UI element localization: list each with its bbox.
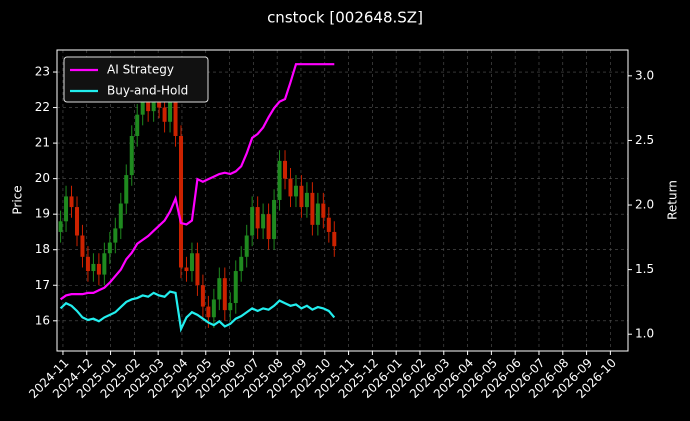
legend-box xyxy=(63,56,209,103)
y2-tick-label: 1.0 xyxy=(635,327,654,341)
candle-body xyxy=(332,231,337,247)
y-tick-label: 19 xyxy=(35,207,50,221)
candle-body xyxy=(107,242,112,254)
y-tick-label: 17 xyxy=(35,278,50,292)
candle-body xyxy=(168,100,173,122)
candle-body xyxy=(293,185,298,197)
y-tick-label: 16 xyxy=(35,313,50,327)
candle-body xyxy=(261,214,266,229)
candle-body xyxy=(58,221,63,232)
candle-body xyxy=(80,235,85,257)
candle-body xyxy=(272,199,277,240)
candle-body xyxy=(146,96,151,112)
candle-body xyxy=(244,235,249,257)
legend: AI Strategy Buy-and-Hold xyxy=(63,56,209,103)
plot-frame xyxy=(56,49,629,352)
candle-body xyxy=(135,114,140,136)
y-tick-label: 23 xyxy=(35,65,50,79)
legend-label: Buy-and-Hold xyxy=(107,84,188,98)
candle-body xyxy=(162,107,167,122)
y-tick-label: 21 xyxy=(35,136,50,150)
candle-body xyxy=(189,253,194,272)
candle-body xyxy=(211,299,216,318)
y2-tick-label: 2.0 xyxy=(635,198,654,212)
candle-body xyxy=(266,214,271,240)
legend-label: AI Strategy xyxy=(107,63,174,77)
y-tick-label: 22 xyxy=(35,100,50,114)
candle-body xyxy=(85,256,90,272)
candle-body xyxy=(228,303,233,311)
candle-body xyxy=(222,278,227,311)
candle-body xyxy=(310,192,315,225)
candle-body xyxy=(69,196,74,208)
candle-body xyxy=(326,217,331,232)
y-tick-label: 20 xyxy=(35,171,50,185)
y-axis-label: Price xyxy=(11,185,25,214)
candle-body xyxy=(140,96,145,115)
candle-body xyxy=(118,203,123,229)
candle-body xyxy=(299,185,304,208)
y-tick-label: 18 xyxy=(35,242,50,256)
y2-tick-label: 2.5 xyxy=(635,133,654,147)
candle-body xyxy=(304,192,309,208)
y2-tick-label: 3.0 xyxy=(635,68,654,82)
y2-axis-label: Return xyxy=(666,180,680,220)
candle-body xyxy=(195,253,200,286)
candle-body xyxy=(113,228,118,243)
candle-body xyxy=(206,306,211,318)
candle-body xyxy=(200,285,205,307)
candle-body xyxy=(129,136,134,176)
return-line xyxy=(59,290,336,333)
candle-body xyxy=(64,196,69,222)
candle-body xyxy=(173,100,178,136)
candle-body xyxy=(91,263,96,272)
candle-body xyxy=(250,207,255,236)
candle-body xyxy=(315,203,320,225)
candle-body xyxy=(96,263,101,275)
candle-body xyxy=(277,160,282,200)
candle-body xyxy=(321,203,326,218)
candle-body xyxy=(179,136,184,268)
return-line xyxy=(59,63,335,301)
candle-body xyxy=(102,253,107,275)
candle-body xyxy=(217,278,222,300)
candle-body xyxy=(184,267,189,272)
chart-title: cnstock [002648.SZ] xyxy=(267,9,423,27)
candle-body xyxy=(233,271,238,304)
candle-body xyxy=(288,178,293,197)
candle-body xyxy=(283,160,288,179)
candle-body xyxy=(74,207,79,236)
candle-body xyxy=(239,256,244,272)
candle-body xyxy=(255,207,260,229)
y2-tick-label: 1.5 xyxy=(635,262,654,276)
candle-body xyxy=(124,175,129,204)
